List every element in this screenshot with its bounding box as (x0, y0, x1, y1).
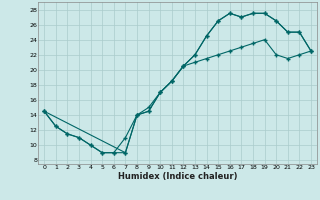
X-axis label: Humidex (Indice chaleur): Humidex (Indice chaleur) (118, 172, 237, 181)
